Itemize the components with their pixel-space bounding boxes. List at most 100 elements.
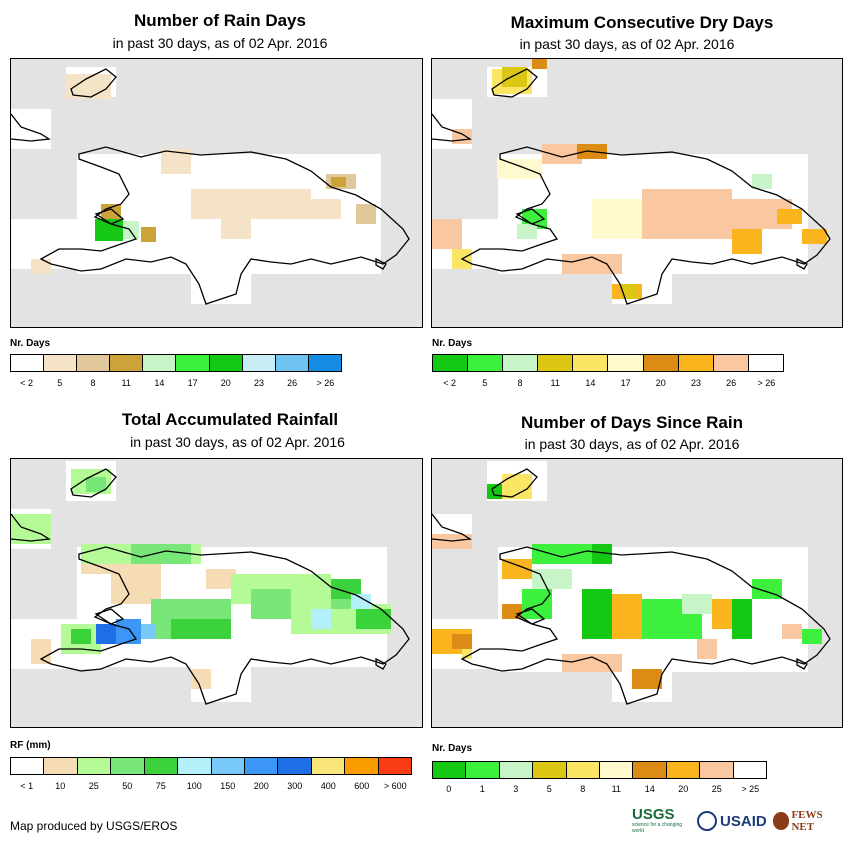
legend-tick-label: 50 bbox=[122, 781, 133, 791]
legend-swatch bbox=[538, 355, 574, 371]
map-dry-days-canvas bbox=[432, 59, 831, 305]
legend-tick-label: 5 bbox=[546, 784, 552, 794]
legend-swatch bbox=[143, 355, 177, 371]
legend-swatch bbox=[311, 758, 346, 774]
legend-tick-label: 5 bbox=[57, 378, 63, 388]
legend-tick-label: 10 bbox=[55, 781, 66, 791]
legend-2-ticks: < 2 5 8 11 14 17 20 23 26 > 26 bbox=[432, 378, 784, 390]
legend-tick-label: 400 bbox=[320, 781, 336, 791]
legend-tick-label: 75 bbox=[155, 781, 166, 791]
legend-tick-label: > 600 bbox=[383, 781, 407, 791]
legend-tick-label: 11 bbox=[611, 784, 621, 794]
legend-swatch bbox=[678, 355, 714, 371]
coastline bbox=[11, 68, 410, 305]
legend-swatch bbox=[573, 355, 609, 371]
map-days-since-canvas bbox=[432, 461, 831, 705]
legend-3-ticks: < 1 10 25 50 75 100 150 200 300 400 600 > 600 bbox=[10, 781, 412, 793]
legend-tick-label: 8 bbox=[517, 378, 523, 388]
panel-3-title: Total Accumulated Rainfall bbox=[121, 410, 339, 429]
legend-tick-label: 23 bbox=[690, 378, 702, 388]
legend-swatch bbox=[11, 758, 45, 774]
legend-tick-label: 200 bbox=[253, 781, 269, 791]
legend-swatch bbox=[566, 762, 601, 778]
legend-swatch bbox=[77, 355, 111, 371]
legend-tick-label: 14 bbox=[644, 784, 655, 794]
legend-swatch bbox=[533, 762, 567, 778]
legend-swatch bbox=[733, 762, 767, 778]
agency-logos: USGS science for a changing world USAID … bbox=[632, 806, 844, 836]
legend-tick-label: 300 bbox=[287, 781, 303, 791]
legend-swatch bbox=[378, 758, 412, 774]
legend-4-label: Nr. Days bbox=[432, 743, 473, 754]
legend-1-ticks: < 2 5 8 11 14 17 20 23 26 > 26 bbox=[10, 378, 342, 390]
legend-swatch bbox=[110, 355, 144, 371]
legend-4-bar bbox=[432, 761, 767, 779]
usgs-tagline: science for a changing world bbox=[632, 822, 683, 834]
legend-tick-label: < 1 bbox=[20, 781, 34, 791]
legend-swatch bbox=[643, 355, 679, 371]
map-rain-days[interactable] bbox=[10, 58, 423, 328]
legend-tick-label: 150 bbox=[220, 781, 236, 791]
legend-2-bar bbox=[432, 354, 784, 372]
legend-swatch bbox=[77, 758, 112, 774]
legend-swatch bbox=[633, 762, 667, 778]
usaid-logo: USAID bbox=[697, 811, 767, 831]
map-dry-days[interactable] bbox=[431, 58, 843, 328]
legend-tick-label: 23 bbox=[253, 378, 265, 388]
legend-tick-label: 20 bbox=[220, 378, 231, 388]
usaid-logo-text: USAID bbox=[720, 812, 767, 830]
legend-3-label: RF (mm) bbox=[10, 740, 51, 751]
legend-tick-label: 3 bbox=[513, 784, 519, 794]
usgs-logo-text: USGS bbox=[632, 806, 675, 823]
legend-swatch bbox=[433, 762, 467, 778]
legend-tick-label: 600 bbox=[354, 781, 370, 791]
legend-swatch bbox=[111, 758, 145, 774]
fews-net-logo: FEWS NET bbox=[772, 809, 844, 833]
map-days-since-rain[interactable] bbox=[431, 458, 843, 728]
legend-swatch bbox=[713, 355, 749, 371]
legend-swatch bbox=[275, 355, 309, 371]
legend-tick-label: 0 bbox=[446, 784, 452, 794]
legend-4-ticks: 0 1 3 5 8 11 14 20 25 > 25 bbox=[432, 784, 767, 796]
legend-swatch bbox=[242, 355, 276, 371]
legend-tick-label: 8 bbox=[90, 378, 96, 388]
legend-swatch bbox=[466, 762, 500, 778]
legend-2-label: Nr. Days bbox=[432, 338, 473, 349]
legend-swatch bbox=[178, 758, 212, 774]
legend-tick-label: > 26 bbox=[316, 378, 335, 388]
legend-swatch bbox=[144, 758, 179, 774]
legend-swatch bbox=[308, 355, 341, 371]
dry-days-grid bbox=[432, 59, 827, 304]
usgs-logo: USGS science for a changing world bbox=[632, 806, 691, 834]
legend-tick-label: 25 bbox=[88, 781, 99, 791]
rain-days-grid bbox=[11, 67, 381, 304]
legend-tick-label: 17 bbox=[620, 378, 631, 388]
legend-tick-label: > 25 bbox=[741, 784, 760, 794]
legend-tick-label: 20 bbox=[655, 378, 666, 388]
map-rainfall[interactable] bbox=[10, 458, 423, 728]
legend-swatch bbox=[176, 355, 210, 371]
legend-swatch bbox=[211, 758, 245, 774]
usaid-seal-icon bbox=[697, 811, 718, 831]
panel-1-title: Number of Rain Days bbox=[134, 11, 306, 30]
legend-3-bar bbox=[10, 757, 412, 775]
legend-swatch bbox=[209, 355, 243, 371]
legend-tick-label: 11 bbox=[121, 378, 131, 388]
legend-swatch bbox=[433, 355, 469, 371]
legend-tick-label: < 2 bbox=[20, 378, 33, 388]
legend-tick-label: 25 bbox=[711, 784, 722, 794]
legend-swatch bbox=[11, 355, 45, 371]
legend-swatch bbox=[278, 758, 312, 774]
legend-tick-label: 1 bbox=[479, 784, 485, 794]
legend-tick-label: 11 bbox=[550, 378, 560, 388]
panel-4-subtitle: in past 30 days, as of 02 Apr. 2016 bbox=[524, 436, 740, 452]
legend-swatch bbox=[345, 758, 379, 774]
legend-swatch bbox=[608, 355, 644, 371]
legend-tick-label: < 2 bbox=[443, 378, 456, 388]
legend-swatch bbox=[748, 355, 783, 371]
rainfall-grid bbox=[11, 461, 391, 702]
legend-swatch bbox=[666, 762, 701, 778]
legend-swatch bbox=[700, 762, 734, 778]
map-credit: Map produced by USGS/EROS bbox=[10, 819, 178, 833]
legend-1-label: Nr. Days bbox=[10, 338, 51, 349]
